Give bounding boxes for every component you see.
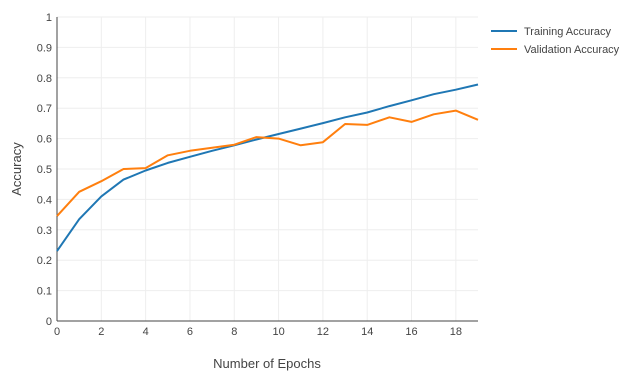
data-point [211,147,213,149]
y-tick-label: 0.4 [37,194,52,206]
data-point [477,83,479,85]
x-tick-label: 0 [54,326,60,338]
data-point [56,215,58,217]
y-tick-label: 0.6 [37,134,52,146]
data-point [122,168,124,170]
data-point [122,179,124,181]
x-tick-label: 12 [317,326,329,338]
data-point [433,93,435,95]
series-line-training-accuracy [56,83,479,252]
data-point [100,180,102,182]
y-tick-label: 0.2 [37,255,52,267]
data-point [211,150,213,152]
data-point [167,154,169,156]
data-point [167,162,169,164]
data-point [433,113,435,115]
x-tick-label: 2 [98,326,104,338]
data-point [366,124,368,126]
y-tick-label: 1 [46,12,52,24]
data-point [233,144,235,146]
data-point [56,250,58,252]
y-tick-label: 0.5 [37,164,52,176]
data-point [366,111,368,113]
data-point [189,156,191,158]
y-tick-label: 0.8 [37,73,52,85]
y-tick-label: 0.3 [37,225,52,237]
x-tick-label: 10 [272,326,284,338]
data-point [322,122,324,124]
data-point [344,116,346,118]
x-axis-title: Number of Epochs [213,356,321,371]
data-point [255,139,257,141]
data-point [189,150,191,152]
y-axis-title: Accuracy [9,142,24,196]
data-point [100,195,102,197]
x-tick-label: 8 [231,326,237,338]
data-point [300,128,302,130]
axes [56,17,478,322]
data-point [322,141,324,143]
data-point [278,133,280,135]
y-tick-label: 0.9 [37,42,52,54]
grid-lines [57,16,478,321]
data-point [255,136,257,138]
x-tick-label: 14 [361,326,373,338]
data-point [145,167,147,169]
data-point [344,123,346,125]
y-tick-labels: 0 0.1 0.2 0.3 0.4 0.5 0.6 0.7 0.8 0.9 1 [37,12,52,328]
series-line-validation-accuracy [56,109,479,217]
y-tick-label: 0 [46,316,52,328]
legend: Training Accuracy Validation Accuracy [491,26,620,56]
x-tick-labels: 0 2 4 6 8 10 12 14 16 18 [54,326,462,338]
x-tick-label: 6 [187,326,193,338]
x-tick-label: 18 [450,326,462,338]
data-point [477,119,479,121]
data-point [300,144,302,146]
data-point [411,99,413,101]
data-point [455,110,457,112]
data-point [455,89,457,91]
data-point [145,170,147,172]
y-tick-label: 0.1 [37,286,52,298]
data-point [388,105,390,107]
x-tick-label: 4 [143,326,149,338]
x-tick-label: 16 [405,326,417,338]
data-point [411,121,413,123]
data-point [78,218,80,220]
data-point [278,138,280,140]
data-point [78,191,80,193]
legend-label-training: Training Accuracy [524,26,612,38]
series-lines [56,83,479,252]
legend-label-validation: Validation Accuracy [524,44,620,56]
y-tick-label: 0.7 [37,103,52,115]
data-point [388,116,390,118]
